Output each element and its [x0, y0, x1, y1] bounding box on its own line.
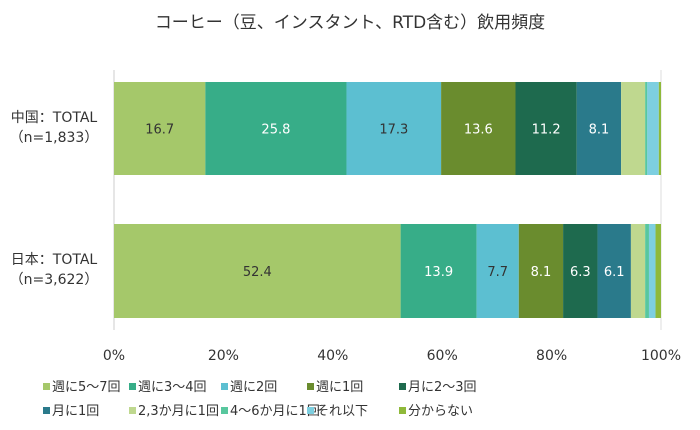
data-label: 25.8	[261, 123, 290, 138]
legend-swatch	[129, 383, 136, 390]
data-label: 52.4	[243, 265, 272, 280]
legend-label: 週に1回	[316, 380, 364, 395]
data-label: 17.3	[379, 123, 408, 138]
legend-label: 週に3～4回	[138, 380, 207, 395]
bar-segment	[645, 224, 649, 318]
bar-segment	[400, 224, 477, 318]
category-label-line2: （n=3,622）	[9, 272, 99, 288]
bar-segment	[655, 224, 661, 318]
category-label-line2: （n=1,833）	[9, 130, 99, 146]
legend-swatch	[43, 407, 50, 414]
data-label: 13.6	[464, 123, 493, 138]
data-label: 13.9	[424, 265, 453, 280]
bar-segment	[441, 82, 516, 175]
bar-segment	[597, 224, 631, 318]
bar-segment	[645, 82, 648, 175]
x-tick-label: 40%	[317, 348, 348, 364]
legend-item: 2,3か月に1回	[129, 400, 219, 419]
legend-label: 月に1回	[52, 404, 100, 419]
legend-label: 4～6か月に1回	[230, 404, 320, 419]
bar-segment	[205, 82, 347, 175]
bar-segment	[647, 82, 659, 175]
x-tick-label: 20%	[208, 348, 239, 364]
legend-item: 月に2～3回	[399, 376, 477, 395]
legend-swatch	[129, 407, 136, 414]
x-tick-label: 100%	[641, 348, 681, 364]
bar-segment	[658, 82, 661, 175]
legend-item: 分からない	[399, 400, 473, 419]
data-label: 8.1	[589, 123, 610, 138]
legend-item: 週に5～7回	[43, 376, 121, 395]
data-label: 6.3	[570, 265, 591, 280]
legend-swatch	[307, 383, 314, 390]
legend-swatch	[221, 383, 228, 390]
x-tick-label: 80%	[536, 348, 567, 364]
data-label: 7.7	[487, 265, 508, 280]
legend-swatch	[307, 407, 314, 414]
bar-segment	[515, 82, 577, 175]
legend-item: 週に1回	[307, 376, 363, 395]
legend-swatch	[43, 383, 50, 390]
legend-label: それ以下	[316, 404, 369, 419]
legend-item: 週に3～4回	[129, 376, 207, 395]
data-label: 6.1	[604, 265, 625, 280]
bar-segment	[621, 82, 646, 175]
legend-swatch	[399, 407, 406, 414]
data-label: 11.2	[532, 123, 561, 138]
bar-segment	[576, 82, 622, 175]
x-tick-label: 60%	[427, 348, 458, 364]
category-label-line1: 日本：TOTAL	[10, 252, 98, 268]
bar-segment	[114, 224, 401, 318]
legend-label: 月に2～3回	[408, 380, 477, 395]
category-label-line1: 中国：TOTAL	[10, 110, 98, 126]
legend-label: 週に2回	[230, 380, 278, 395]
bar-segment	[114, 82, 206, 175]
data-label: 16.7	[145, 123, 174, 138]
legend-label: 分からない	[408, 404, 474, 419]
legend-item: それ以下	[307, 400, 368, 419]
bar-segment	[630, 224, 646, 318]
chart-title: コーヒー（豆、インスタント、RTD含む）飲用頻度	[154, 13, 546, 33]
legend-label: 2,3か月に1回	[138, 404, 219, 419]
x-tick-label: 0%	[103, 348, 125, 364]
legend-item: 4～6か月に1回	[221, 400, 320, 419]
bar-segment	[476, 224, 519, 318]
legend-item: 週に2回	[221, 376, 277, 395]
bar-segment	[563, 224, 598, 318]
legend-label: 週に5～7回	[52, 380, 121, 395]
category-label-japan: 日本：TOTAL （n=3,622）	[0, 250, 108, 290]
legend-swatch	[221, 407, 228, 414]
bar-segment	[518, 224, 564, 318]
legend-item: 月に1回	[43, 400, 99, 419]
bar-segment	[648, 224, 656, 318]
bar-segment	[346, 82, 442, 175]
category-label-china: 中国：TOTAL （n=1,833）	[0, 108, 108, 148]
legend-swatch	[399, 383, 406, 390]
data-label: 8.1	[531, 265, 552, 280]
